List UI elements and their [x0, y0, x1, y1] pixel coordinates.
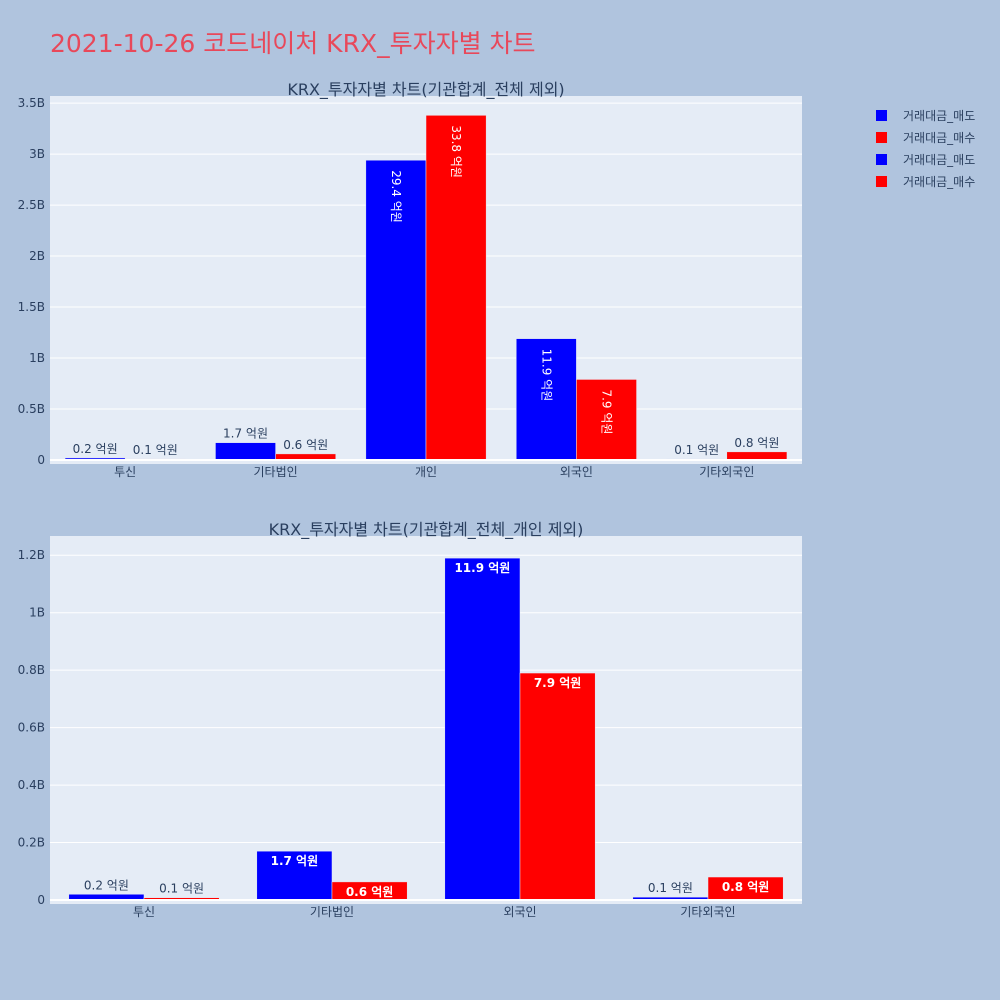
data-label: 0.1 억원 [674, 443, 719, 457]
data-label: 0.1 억원 [648, 881, 693, 895]
y-tick-label: 3.5B [18, 96, 45, 110]
data-label: 29.4 억원 [389, 170, 403, 223]
bar [519, 672, 596, 901]
data-label: 0.8 억원 [722, 880, 770, 894]
y-tick-label: 2.5B [18, 198, 45, 212]
data-label: 1.7 억원 [223, 427, 268, 441]
legend-label[interactable]: 거래대금_매도 [903, 153, 975, 167]
chart-title: KRX_투자자별 차트(기관합계_전체 제외) [287, 80, 564, 100]
data-label: 0.2 억원 [84, 878, 129, 892]
legend-label[interactable]: 거래대금_매수 [903, 175, 975, 189]
legend-swatch[interactable] [876, 154, 887, 165]
x-tick-label: 기타외국인 [680, 905, 735, 919]
x-tick-label: 기타법인 [254, 465, 298, 479]
y-tick-label: 0.6B [18, 721, 45, 735]
bar [444, 557, 521, 901]
plot-area [50, 536, 802, 904]
data-label: 11.9 억원 [539, 349, 553, 402]
y-tick-label: 3B [29, 147, 45, 161]
bar [425, 115, 487, 461]
y-tick-label: 0 [37, 453, 45, 467]
x-tick-label: 투신 [114, 465, 136, 479]
y-tick-label: 2B [29, 249, 45, 263]
data-label: 1.7 억원 [271, 854, 319, 868]
x-tick-label: 외국인 [503, 905, 536, 919]
bar [365, 159, 427, 461]
chart-top: 0 0.5B 1B 1.5B 2B 2.5B 3B 3.5B KRX_투자자별 차트(기관합계_… [18, 80, 802, 479]
legend-swatch[interactable] [876, 132, 887, 143]
x-tick-label: 기타외국인 [699, 465, 754, 479]
bar [515, 338, 577, 461]
x-tick-label: 투신 [133, 905, 155, 919]
legend-swatch[interactable] [876, 176, 887, 187]
legend-label[interactable]: 거래대금_매수 [903, 131, 975, 145]
chart-bottom: 0 0.2B 0.4B 0.6B 0.8B 1B 1.2B KRX_투자자별 차트(기관합계_… [18, 520, 802, 919]
data-label: 0.1 억원 [133, 443, 178, 457]
data-label: 0.6 억원 [283, 438, 328, 452]
data-label: 33.8 억원 [449, 125, 463, 178]
data-label: 0.6 억원 [346, 885, 394, 899]
page-title: 2021-10-26 코드네이처 KRX_투자자별 차트 [50, 29, 536, 58]
data-label: 0.2 억원 [73, 442, 118, 456]
bar [576, 379, 637, 461]
bar [215, 442, 276, 461]
bar [256, 850, 333, 901]
data-label: 7.9 억원 [534, 676, 582, 690]
y-tick-label: 0 [37, 893, 45, 907]
y-tick-label: 1.5B [18, 300, 45, 314]
y-tick-label: 1.2B [18, 548, 45, 562]
y-tick-label: 0.2B [18, 836, 45, 850]
x-tick-label: 개인 [415, 465, 437, 479]
legend-label[interactable]: 거래대금_매도 [903, 109, 975, 123]
data-label: 0.1 억원 [159, 882, 204, 896]
y-tick-label: 1B [29, 351, 45, 365]
data-label: 11.9 억원 [454, 561, 510, 575]
y-tick-label: 0.4B [18, 778, 45, 792]
x-tick-label: 외국인 [560, 465, 593, 479]
legend-swatch[interactable] [876, 110, 887, 121]
y-tick-label: 1B [29, 606, 45, 620]
chart-title: KRX_투자자별 차트(기관합계_전체_개인 제외) [269, 520, 584, 540]
data-label: 7.9 억원 [599, 389, 613, 434]
y-tick-label: 0.8B [18, 663, 45, 677]
x-tick-label: 기타법인 [310, 905, 354, 919]
bar [726, 451, 788, 461]
data-label: 0.8 억원 [734, 436, 779, 450]
y-tick-label: 0.5B [18, 402, 45, 416]
